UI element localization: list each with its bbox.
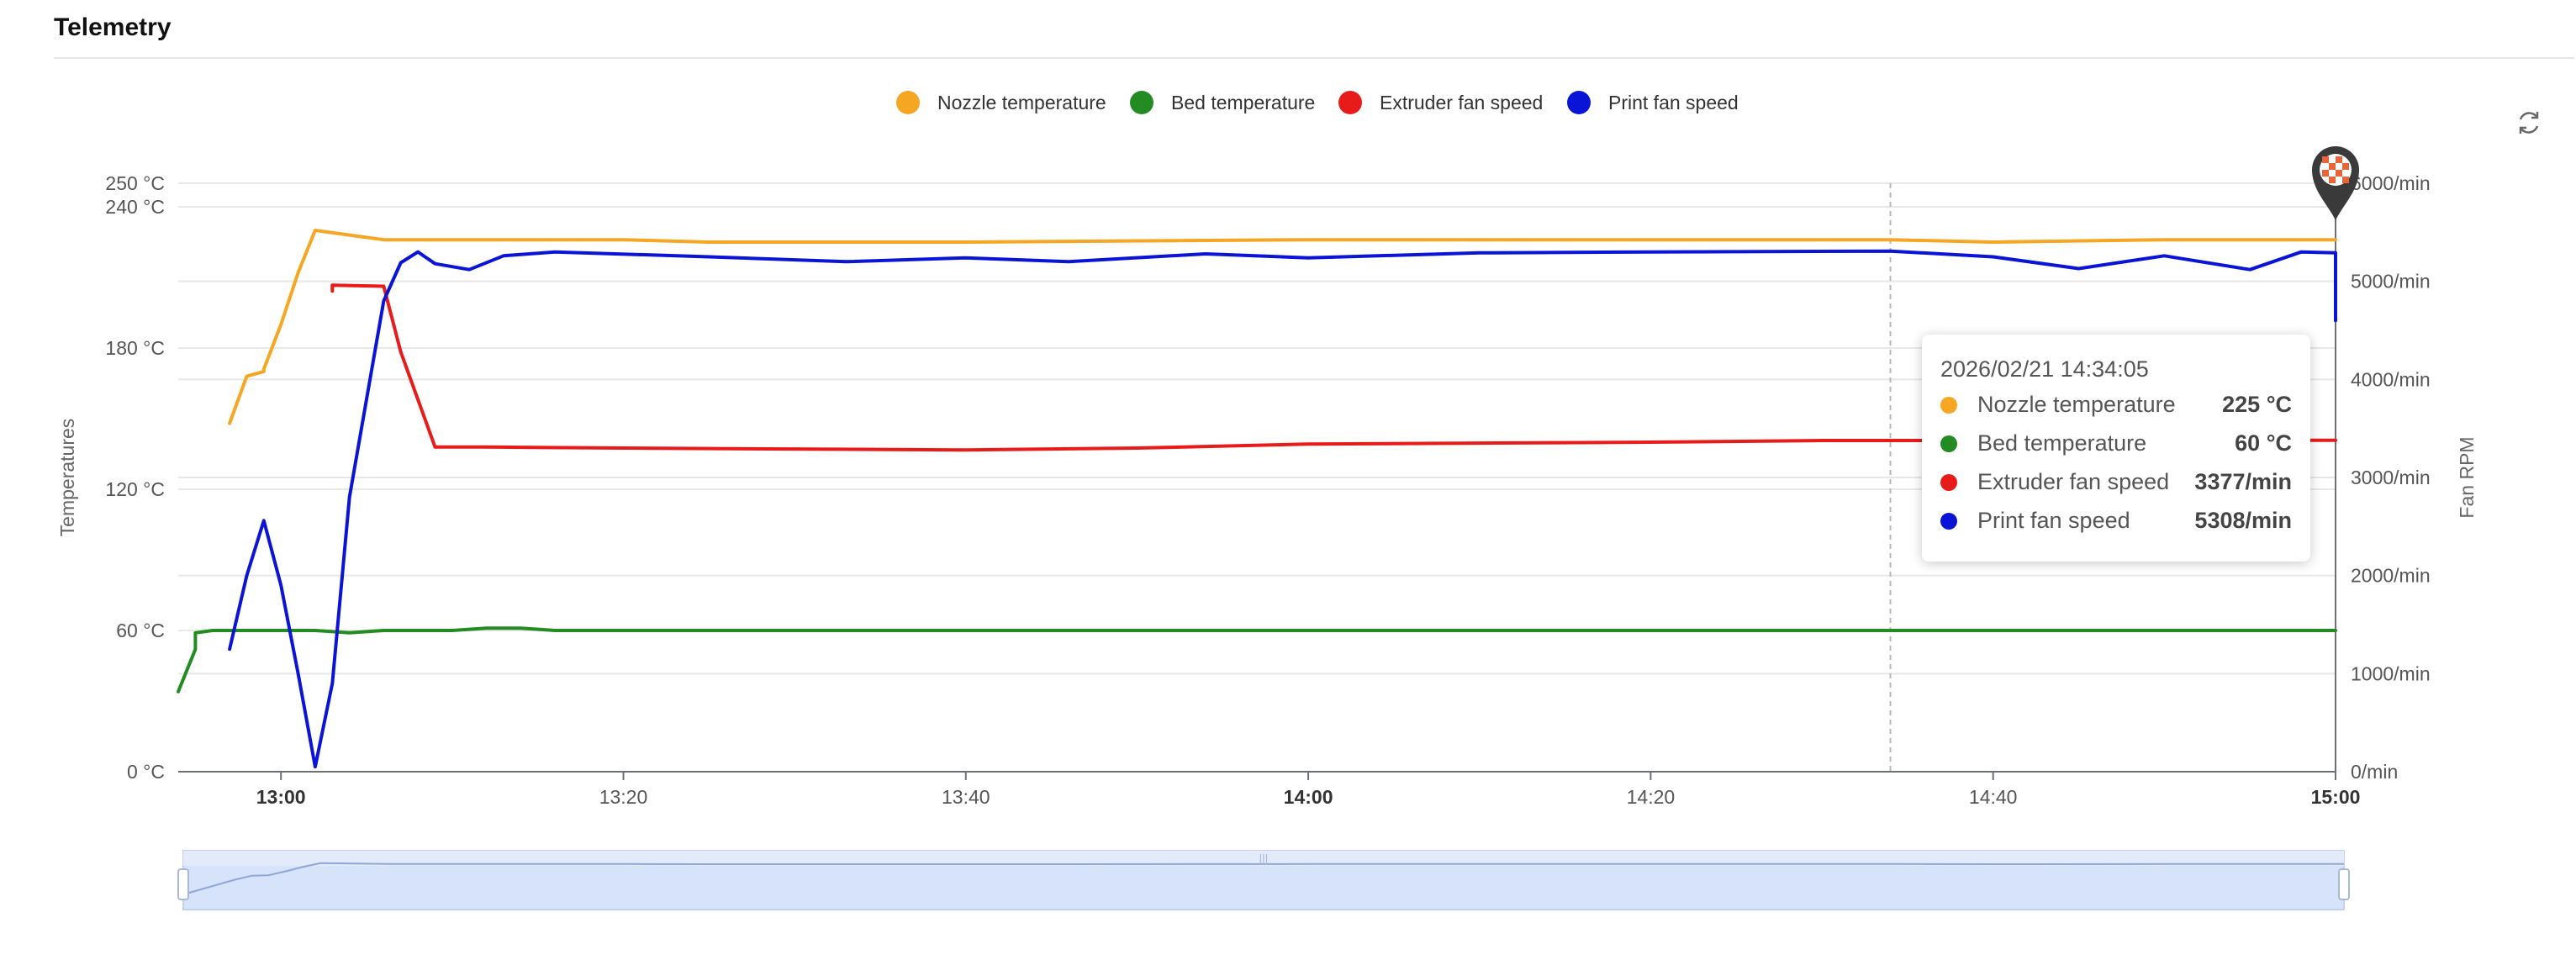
zoom-slider[interactable]: |||	[177, 850, 2350, 910]
x-tick-label: 14:00	[1284, 786, 1333, 808]
tooltip-value: 5308/min	[2194, 508, 2292, 533]
header: Telemetry	[54, 0, 2574, 59]
tooltip-label: Nozzle temperature	[1977, 392, 2176, 417]
zoom-preview-line	[182, 862, 2344, 895]
y2-tick-label: 3000/min	[2351, 467, 2431, 488]
y2-tick-label: 5000/min	[2351, 271, 2431, 293]
legend-marker	[1130, 91, 1153, 114]
print-fan-dot-icon	[1940, 513, 1957, 530]
y-tick-label: 120 °C	[105, 478, 165, 500]
tooltip-label: Print fan speed	[1977, 508, 2130, 533]
tooltip-row-bed: Bed temperature 60 °C	[1940, 429, 2292, 459]
tooltip-row-nozzle: Nozzle temperature 225 °C	[1940, 390, 2292, 420]
tooltip-value: 3377/min	[2194, 469, 2292, 494]
tooltip-row-extruder-fan: Extruder fan speed 3377/min	[1940, 467, 2292, 498]
y2-tick-label: 2000/min	[2351, 565, 2431, 587]
x-tick-label: 15:00	[2311, 786, 2361, 808]
series-line-bed-temperature	[177, 626, 2337, 694]
end-marker	[2312, 146, 2359, 220]
nozzle-dot-icon	[1940, 397, 1957, 414]
y2-tick-label: 4000/min	[2351, 368, 2431, 390]
refresh-icon[interactable]	[2514, 108, 2544, 138]
y-axis-title: Temperatures	[56, 419, 78, 537]
series-line-nozzle-temperature	[228, 229, 2337, 425]
tooltip-time: 2026/02/21 14:34:05	[1940, 356, 2149, 382]
extruder-fan-dot-icon	[1940, 474, 1957, 491]
legend-marker	[896, 91, 920, 114]
x-tick-label: 14:20	[1627, 786, 1676, 808]
y-tick-label: 240 °C	[105, 196, 165, 218]
y-tick-label: 180 °C	[105, 337, 165, 359]
tooltip-value: 60 °C	[2235, 430, 2292, 456]
legend-marker	[1567, 91, 1591, 114]
y-tick-label: 0 °C	[127, 761, 165, 783]
tooltip-label: Extruder fan speed	[1977, 469, 2170, 494]
x-tick-label: 14:40	[1969, 786, 2018, 808]
y2-tick-label: 6000/min	[2351, 172, 2431, 194]
y2-tick-label: 1000/min	[2351, 662, 2431, 684]
x-tick-label: 13:40	[942, 786, 990, 808]
series-lines	[177, 229, 2337, 769]
bed-dot-icon	[1940, 435, 1957, 452]
legend-label: Bed temperature	[1171, 92, 1315, 113]
legend: Nozzle temperature Bed temperature Extrude…	[896, 91, 1739, 114]
data-tooltip: 2026/02/21 14:34:05 Nozzle temperature 2…	[1922, 335, 2310, 562]
page-title: Telemetry	[54, 13, 172, 41]
legend-label: Print fan speed	[1608, 92, 1739, 113]
legend-label: Nozzle temperature	[937, 92, 1106, 113]
y2-axis-title: Fan RPM	[2456, 436, 2478, 518]
map-marker-icon	[2312, 146, 2359, 220]
tooltip-value: 225 °C	[2222, 392, 2292, 417]
x-tick-label: 13:20	[599, 786, 648, 808]
tooltip-row-print-fan: Print fan speed 5308/min	[1940, 506, 2292, 536]
series-line-extruder-fan-speed	[330, 283, 2337, 452]
zoom-top-bar	[183, 851, 2344, 866]
y-tick-label: 250 °C	[105, 172, 165, 194]
legend-marker	[1338, 91, 1362, 114]
zoom-handle-left[interactable]	[177, 868, 189, 900]
series-line-print-fan-speed	[228, 249, 2337, 769]
zoom-handle-right[interactable]	[2338, 868, 2350, 900]
y-tick-label: 60 °C	[116, 620, 165, 641]
legend-label: Extruder fan speed	[1380, 92, 1543, 113]
x-tick-label: 13:00	[256, 786, 306, 808]
tooltip-label: Bed temperature	[1977, 430, 2147, 456]
zoom-grip-icon: |||	[1259, 852, 1269, 865]
y2-tick-label: 0/min	[2351, 761, 2398, 783]
